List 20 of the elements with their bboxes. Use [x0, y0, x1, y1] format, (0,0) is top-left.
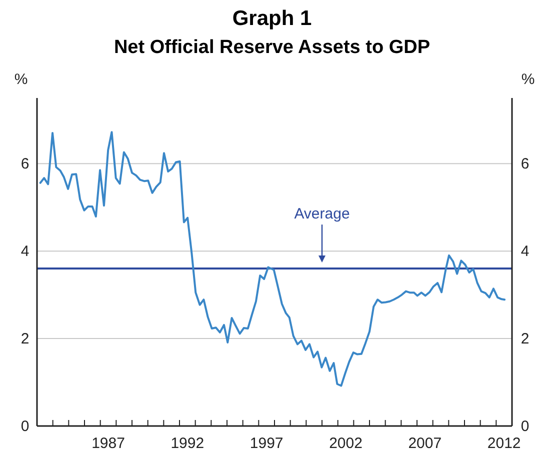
y-axis-title: %: [14, 71, 28, 88]
x-tick-label: 2012: [487, 435, 521, 452]
y2-tick-label: 6: [520, 156, 530, 173]
line-series: [39, 131, 506, 387]
chart-title: Graph 1: [232, 7, 312, 30]
y-tick-label: 4: [20, 243, 30, 260]
y-tick-label: 6: [20, 156, 30, 173]
x-tick-label: 2007: [408, 435, 442, 452]
chart-subtitle: Net Official Reserve Assets to GDP: [114, 37, 430, 58]
y2-tick-label: 2: [520, 330, 530, 348]
y2-tick-label: 0: [520, 418, 530, 435]
y2-tick-label: 4: [520, 243, 530, 260]
y2-axis-title: %: [521, 71, 535, 88]
y-tick-label: 0: [20, 418, 30, 435]
x-tick-label: 1997: [250, 435, 284, 452]
y-tick-label: 2: [20, 330, 30, 348]
x-tick-label: 2002: [329, 435, 362, 452]
x-tick-label: 1992: [170, 435, 204, 452]
x-tick-label: 1987: [92, 435, 125, 452]
ref-line-label: Average: [294, 206, 350, 223]
